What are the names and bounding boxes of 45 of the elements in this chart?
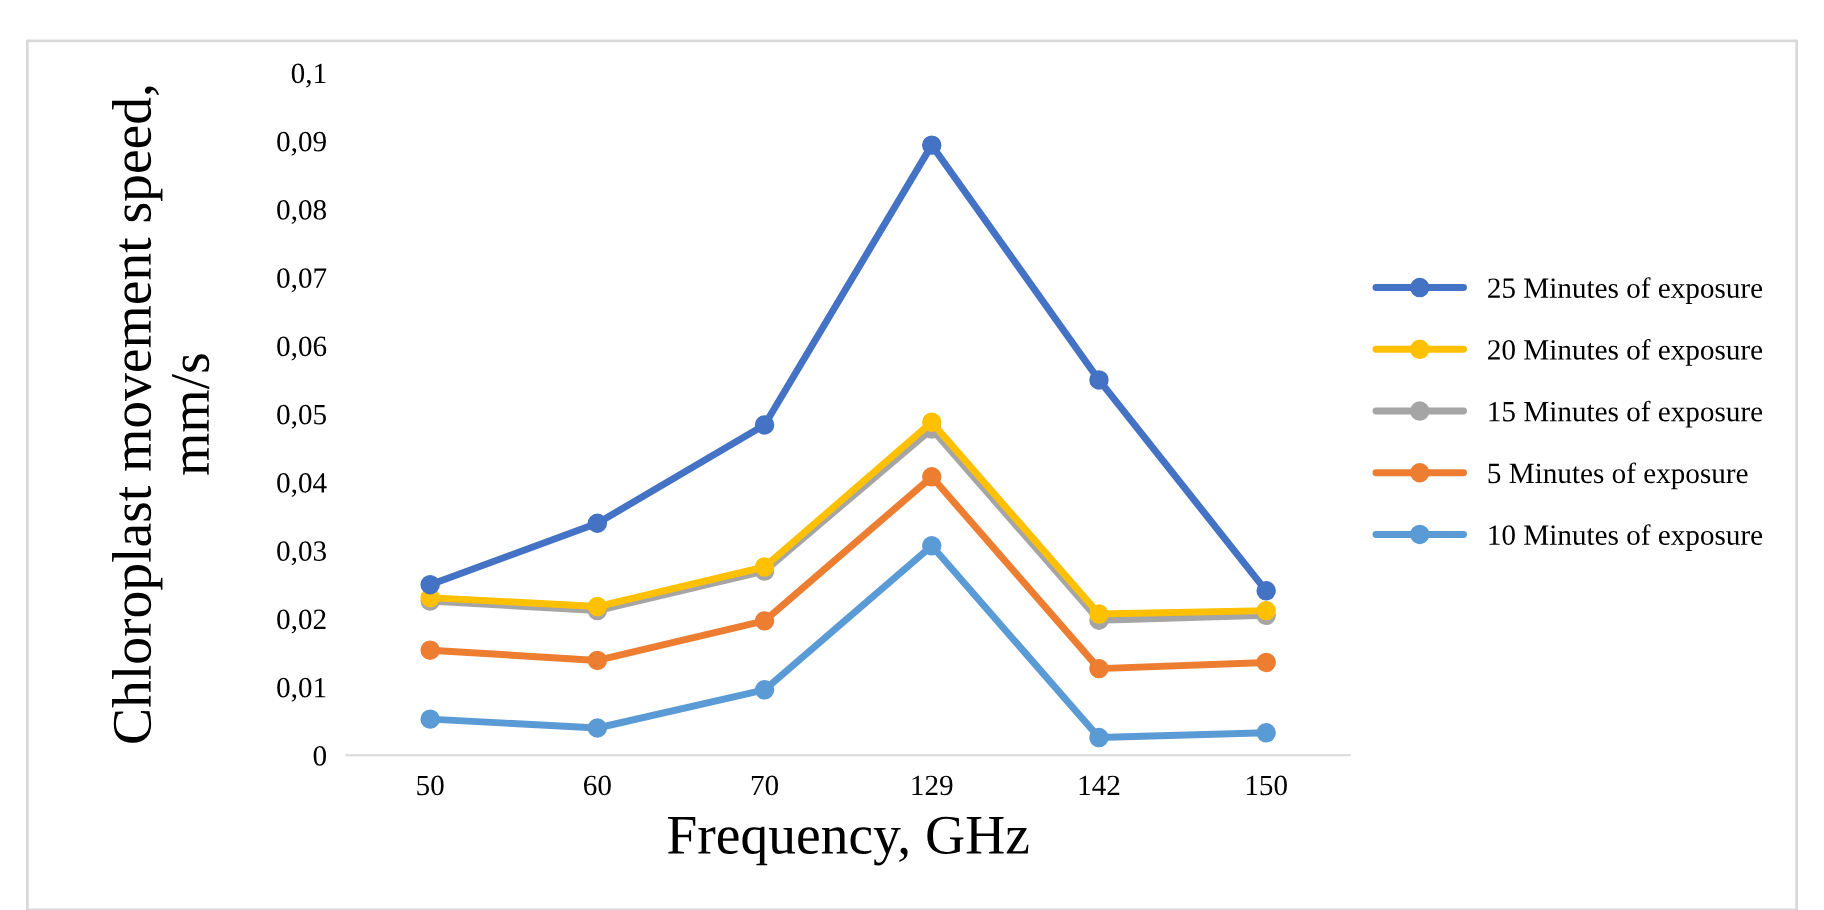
point	[922, 536, 942, 556]
y-tick-label: 0,02	[277, 609, 326, 634]
point	[587, 513, 608, 533]
x-tick-label: 129	[912, 775, 953, 796]
point	[587, 650, 608, 671]
legend-label: 15 Minutes of exposure	[1489, 400, 1763, 428]
x-tick-label: 150	[1246, 775, 1287, 796]
y-axis-title: Chloroplast movement speed, mm/s	[112, 86, 210, 743]
legend-label: 20 Minutes of exposure	[1488, 338, 1763, 366]
point	[1256, 652, 1276, 673]
x-axis-title: Frequency, GHz	[667, 816, 1029, 866]
point	[420, 574, 440, 595]
y-tick-label: 0,07	[277, 268, 327, 293]
point	[1256, 723, 1276, 743]
y-tick-label: 0,04	[277, 473, 327, 497]
point	[754, 415, 775, 435]
y-tick-label: 0,05	[277, 404, 326, 429]
point	[420, 640, 440, 660]
y-tick-label: 0,06	[277, 336, 327, 361]
point	[1256, 581, 1276, 601]
y-tick-label: 0,01	[277, 677, 326, 702]
point	[1089, 727, 1109, 748]
point	[1256, 600, 1276, 621]
point	[754, 680, 775, 700]
point	[754, 611, 775, 631]
point	[922, 412, 942, 432]
point	[587, 718, 608, 738]
legend-label: 25 Minutes of exposure	[1488, 277, 1763, 304]
y-tick-label: 0,03	[277, 541, 326, 566]
y-tick-label: 0	[313, 746, 326, 766]
legend-label: 10 Minutes of exposure	[1489, 524, 1763, 551]
point	[922, 135, 942, 155]
x-tick-label: 142	[1079, 775, 1120, 795]
point	[420, 709, 440, 729]
legend-label: 5 Minutes of exposure	[1488, 462, 1748, 490]
x-tick-label: 60	[584, 775, 611, 796]
y-tick-label: 0,09	[277, 131, 326, 156]
y-tick-label: 0,1	[291, 63, 326, 88]
x-tick-label: 70	[751, 775, 779, 796]
y-tick-label: 0,08	[277, 200, 326, 224]
point	[922, 467, 942, 487]
point	[1089, 604, 1109, 624]
point	[1089, 658, 1109, 679]
x-tick-label: 50	[417, 775, 444, 796]
point	[1089, 370, 1109, 390]
